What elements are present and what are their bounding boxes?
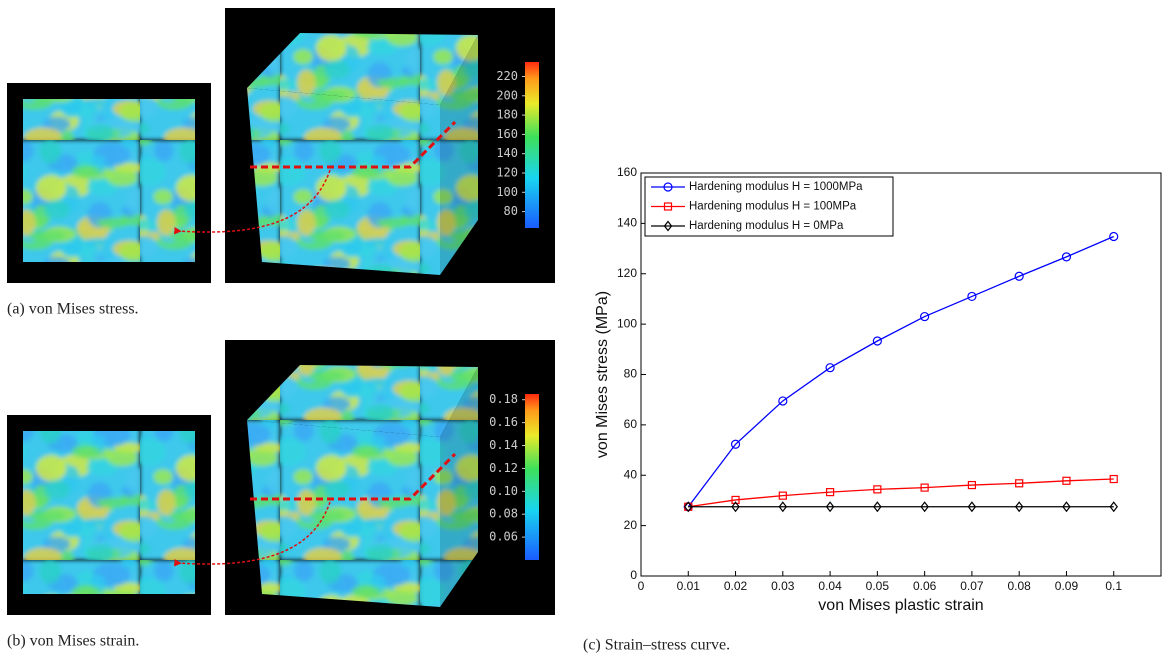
colorbar-label: 220 [496,69,518,83]
section-arrow [174,501,331,567]
x-axis-label: von Mises plastic strain [818,597,983,614]
section-line [250,120,457,169]
section-line [250,452,457,501]
y-tick-label: 0 [630,568,637,582]
cube-top [247,365,478,437]
colorbar-label: 120 [496,165,518,179]
y-tick-label: 100 [617,316,637,330]
marker [1061,252,1072,262]
marker [778,396,788,406]
marker [873,485,882,494]
slice-image [23,431,195,594]
marker [825,501,835,513]
colorbar [525,62,539,228]
colorbar-label: 0.18 [489,392,518,406]
legend-marker [663,202,673,211]
series-line [688,478,1114,508]
cube-side [440,35,478,275]
legend-box [644,176,894,237]
y-axis-label: von Mises stress (MPa) [594,291,611,458]
marker [825,363,835,373]
marker [1109,231,1119,242]
legend-marker [663,182,673,192]
colorbar-label: 0.16 [489,415,518,429]
caption: (a) von Mises stress. [7,301,139,318]
x-tick-label: 0.07 [960,579,984,593]
x-tick-label: 0.09 [1055,579,1079,593]
y-tick-label: 140 [617,216,637,230]
x-tick-label: 0.02 [724,579,748,593]
y-tick-label: 20 [624,518,638,532]
colorbar-label: 100 [496,185,518,199]
colorbar-label: 0.14 [489,438,518,452]
x-tick-label: 0.04 [818,579,842,593]
cube-front [247,88,440,275]
marker [920,483,929,492]
caption: (b) von Mises strain. [7,633,139,650]
marker [1109,474,1118,484]
marker [1014,501,1024,513]
marker [1109,501,1118,513]
marker [873,501,882,513]
slice-image [23,99,195,262]
colorbar-label: 200 [496,88,518,102]
section-arrow [174,169,331,235]
x-tick-label: 0.05 [866,579,890,593]
y-tick-label: 160 [617,165,637,179]
marker [731,501,740,513]
series-line [687,235,1114,508]
legend-label: Hardening modulus H = 1000MPa [689,181,863,193]
x-tick-label: 0.01 [677,579,701,593]
colorbar-label: 0.10 [489,484,518,498]
marker [967,501,977,513]
legend-marker [663,220,673,232]
x-tick-label: 0.06 [913,579,937,593]
colorbar-label: 80 [504,204,518,218]
marker [1062,501,1071,513]
marker [1015,479,1024,488]
marker [920,501,929,513]
marker [730,439,741,449]
marker [920,311,930,322]
marker [1014,271,1024,281]
colorbar-label: 0.08 [489,507,518,521]
marker [967,480,977,490]
caption: (c) Strain–stress curve. [583,637,730,654]
legend-label: Hardening modulus H = 100MPa [689,201,857,213]
colorbar-label: 0.12 [489,461,518,475]
marker [778,491,787,500]
x-tick-label: 0.1 [1105,579,1122,593]
cube-side [440,367,478,607]
y-tick-label: 80 [624,367,638,381]
marker [1062,476,1071,485]
x-tick-label: 0.08 [1008,579,1032,593]
cube-top [247,33,478,105]
x-tick-label: 0 [638,579,645,593]
colorbar-label: 160 [496,127,518,141]
marker [684,501,693,513]
marker [731,495,740,505]
colorbar [525,394,539,560]
colorbar-label: 180 [496,108,518,122]
marker [967,291,977,302]
legend-label: Hardening modulus H = 0MPa [689,220,844,232]
colorbar-label: 0.06 [489,530,518,544]
marker [872,336,882,346]
x-tick-label: 0.03 [771,579,795,593]
y-tick-label: 120 [617,266,637,280]
colorbar-label: 140 [496,146,518,160]
marker [825,488,835,497]
marker [778,501,788,513]
cube-front [247,420,440,607]
y-tick-label: 60 [624,417,638,431]
y-tick-label: 40 [624,467,638,481]
